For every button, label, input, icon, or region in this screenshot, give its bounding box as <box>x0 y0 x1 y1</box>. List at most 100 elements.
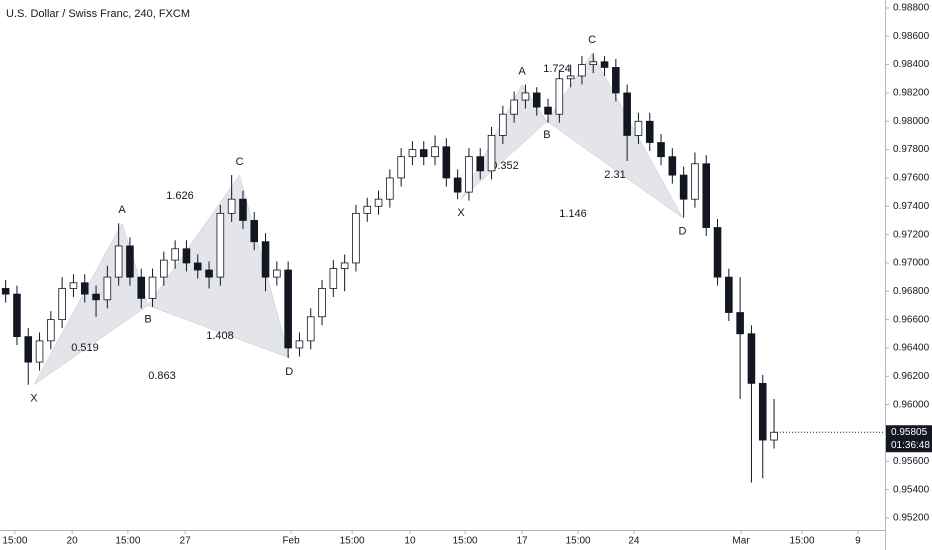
y-tick-label: 0.97000 <box>893 258 930 269</box>
candle-body <box>600 61 609 68</box>
candle-body <box>114 245 123 278</box>
candle-body <box>1 288 10 295</box>
candle-body <box>227 198 236 214</box>
x-tick-label: Mar <box>732 536 750 547</box>
candle-body <box>273 269 281 278</box>
candle-body <box>47 319 55 342</box>
y-tick-label: 0.95200 <box>893 513 930 524</box>
candle-body <box>408 149 417 158</box>
candle-body <box>69 282 78 289</box>
pattern-ratio: 0.352 <box>491 160 519 172</box>
candle-body <box>182 248 191 264</box>
candle-body <box>623 92 631 136</box>
x-tick-label: 15:00 <box>790 536 815 547</box>
candle-body <box>171 248 179 261</box>
candle-body <box>758 382 767 441</box>
candle-body <box>453 177 462 193</box>
x-tick-label: 27 <box>180 536 192 547</box>
candle-body <box>250 220 259 243</box>
candle-body <box>487 135 496 172</box>
pattern-ratio: 1.626 <box>166 190 194 202</box>
candle-body <box>521 92 530 101</box>
candle-body <box>702 163 711 228</box>
candle-body <box>363 205 372 214</box>
candle-body <box>80 282 89 295</box>
pattern-point-label: C <box>236 156 244 168</box>
candle-body <box>397 156 405 179</box>
pattern-ratio: 1.724 <box>543 63 571 75</box>
candle-body <box>216 212 225 278</box>
y-tick-label: 0.96800 <box>893 286 930 297</box>
y-tick-label: 0.96200 <box>893 371 930 382</box>
candle-body <box>24 336 33 363</box>
x-tick-label: 17 <box>516 536 528 547</box>
x-tick-label: 15:00 <box>453 536 478 547</box>
pattern-point-label: B <box>144 313 151 325</box>
candle-body <box>544 106 552 115</box>
candle-body <box>239 198 247 221</box>
candle-body <box>465 156 473 193</box>
candle-body <box>532 92 541 108</box>
chart-title: U.S. Dollar / Swiss Franc, 240, FXCM <box>6 8 190 20</box>
x-tick-label: 15:00 <box>340 536 365 547</box>
pattern-ratio: 1.146 <box>559 208 587 220</box>
candle-body <box>747 333 756 384</box>
pattern-ratio: 2.31 <box>604 169 625 181</box>
candle-body <box>352 212 360 264</box>
candle-body <box>340 262 349 270</box>
candle-body <box>261 241 270 278</box>
countdown-label: 01:36:48 <box>891 440 930 451</box>
pattern-point-label: A <box>518 65 526 77</box>
candle-body <box>103 276 112 301</box>
candle-body <box>35 340 44 363</box>
y-tick-label: 0.96600 <box>893 314 930 325</box>
candle-body <box>566 75 575 80</box>
candle-body <box>657 142 665 158</box>
candle-body <box>92 293 100 301</box>
x-tick-label: 24 <box>628 536 640 547</box>
pattern-ratio: 0.863 <box>148 370 176 382</box>
x-tick-label: 9 <box>855 536 861 547</box>
candle-body <box>160 259 168 278</box>
last-price-tag <box>886 425 932 453</box>
candle-body <box>725 276 733 313</box>
pattern-ratio: 1.408 <box>206 330 234 342</box>
candle-body <box>770 431 778 441</box>
candle-body <box>431 146 439 158</box>
candle-body <box>645 120 654 143</box>
candle-body <box>634 120 643 136</box>
candle-body <box>386 177 394 200</box>
candle-body <box>679 174 688 200</box>
candle-body <box>295 340 304 349</box>
pattern-point-label: A <box>118 204 126 216</box>
candle-body <box>205 269 213 278</box>
y-tick-label: 0.98800 <box>893 3 930 14</box>
y-tick-label: 0.95600 <box>893 456 930 467</box>
pattern-point-label: B <box>543 129 550 141</box>
candle-body <box>58 288 66 321</box>
y-tick-label: 0.96400 <box>893 343 930 354</box>
y-tick-label: 0.98200 <box>893 88 930 99</box>
candle-body <box>612 67 620 94</box>
candle-body <box>668 156 677 176</box>
candle-body <box>13 293 21 338</box>
x-tick-label: Feb <box>282 536 300 547</box>
candle-body <box>306 316 315 342</box>
x-tick-label: 20 <box>67 536 79 547</box>
candle-body <box>736 312 744 335</box>
candle-body <box>476 156 485 172</box>
candle-body <box>510 99 518 115</box>
candle-body <box>555 78 564 115</box>
pattern-point-label: C <box>588 34 596 46</box>
y-tick-label: 0.96000 <box>893 399 930 410</box>
candle-body <box>713 227 722 278</box>
y-tick-label: 0.97200 <box>893 229 930 240</box>
pattern-point-label: D <box>679 226 687 238</box>
candle-body <box>193 262 202 271</box>
x-tick-label: 15:00 <box>115 536 140 547</box>
x-tick-label: 10 <box>404 536 416 547</box>
pattern-point-label: X <box>457 207 465 219</box>
candle-body <box>126 245 134 278</box>
